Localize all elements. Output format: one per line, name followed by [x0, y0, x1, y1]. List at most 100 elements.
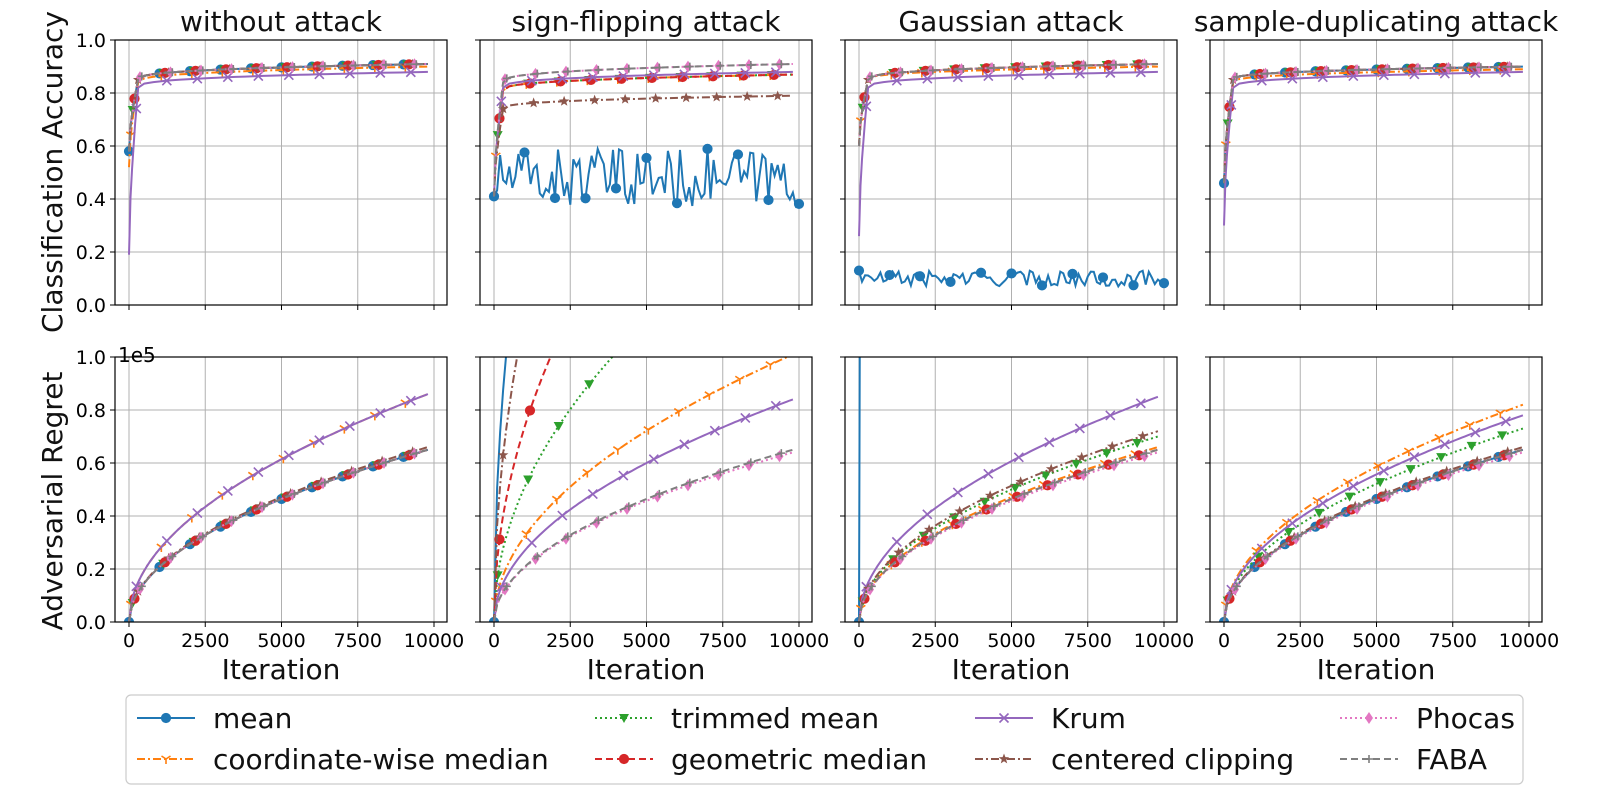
- point-faba: [1354, 502, 1363, 511]
- series-group: [488, 58, 805, 210]
- x-tick-label: 5000: [1352, 630, 1400, 652]
- point-faba: [1263, 552, 1272, 561]
- series-line-krum: [128, 70, 428, 255]
- point-krum: [618, 470, 629, 481]
- point-faba: [1142, 449, 1151, 458]
- point-krum: [770, 400, 781, 411]
- point-mean: [671, 198, 683, 209]
- point-faba: [1111, 458, 1120, 467]
- point-krum: [557, 510, 568, 521]
- point-krum: [192, 507, 203, 519]
- point-faba: [1050, 478, 1059, 487]
- series-line-faba: [128, 448, 429, 622]
- legend-item-krum: Krum: [975, 702, 1126, 735]
- point-krum: [1074, 68, 1085, 79]
- point-mean: [519, 147, 530, 158]
- axes-frame: [479, 356, 813, 623]
- point-cc: [589, 94, 600, 105]
- panels-layer: 0.0 0.2 0.4 0.6 0.8 1.0 0.0 0.2 0.4 0.6 0.8 1.0 0 250…: [76, 5, 1559, 686]
- point-tm: [1314, 508, 1325, 518]
- point-tm: [1101, 449, 1112, 459]
- point-faba: [198, 532, 207, 541]
- panel-title: sample-duplicating attack: [1194, 5, 1559, 38]
- series-line-faba: [858, 448, 1159, 622]
- series-line-cwm: [858, 65, 1158, 147]
- series-line-phocas: [1223, 65, 1523, 184]
- point-tm: [1040, 471, 1051, 481]
- legend-item-faba: FABA: [1340, 743, 1487, 776]
- point-cwm: [1464, 421, 1475, 430]
- point-mean: [610, 183, 622, 194]
- legend: mean coordinate-wise median trimmed mean ge…: [125, 694, 1524, 785]
- point-faba: [1081, 61, 1090, 70]
- point-krum: [891, 75, 902, 86]
- point-cc: [1076, 451, 1087, 462]
- series-line-cc: [1223, 65, 1523, 184]
- point-faba: [655, 63, 664, 72]
- legend-label: FABA: [1416, 743, 1487, 776]
- y-tick-label: 0.8: [76, 83, 106, 105]
- accuracy-axes-1: 0.0 0.2 0.4 0.6 0.8 1.0: [76, 30, 448, 317]
- point-cwm: [734, 375, 745, 385]
- point-cwm: [582, 468, 593, 478]
- point-faba: [594, 516, 603, 525]
- point-tm: [553, 422, 564, 432]
- legend-item-tm: trimmed mean: [595, 702, 879, 735]
- point-krum: [1317, 498, 1328, 509]
- point-cwm: [1403, 447, 1414, 457]
- point-faba: [1507, 449, 1516, 458]
- point-cc: [741, 91, 753, 101]
- series-line-cwm: [1223, 403, 1524, 622]
- point-mean: [641, 152, 652, 164]
- point-tm: [1344, 492, 1355, 502]
- point-faba: [746, 458, 755, 467]
- point-krum: [192, 73, 203, 84]
- point-cwm: [704, 391, 715, 400]
- axes-frame: [1209, 356, 1543, 623]
- point-krum: [891, 536, 902, 547]
- series-line-cwm: [128, 393, 429, 622]
- point-faba: [412, 449, 421, 458]
- series-line-krum: [128, 393, 429, 622]
- point-mean: [884, 269, 895, 281]
- legend-label: Phocas: [1416, 702, 1515, 735]
- point-gm: [524, 405, 536, 416]
- series-line-faba: [1223, 65, 1523, 184]
- point-faba: [1293, 67, 1302, 76]
- point-cc: [1380, 487, 1391, 498]
- point-faba: [1020, 489, 1029, 498]
- legend-item-cc: centered clipping: [975, 743, 1294, 776]
- series-line-tm: [128, 448, 429, 622]
- x-tick-label: 0: [1218, 630, 1230, 652]
- point-krum: [1378, 465, 1389, 476]
- series-line-cwm: [128, 65, 428, 168]
- point-cc: [1015, 476, 1026, 487]
- series-line-phocas: [128, 63, 428, 152]
- ylabel-regret: Adversarial Regret: [36, 372, 69, 631]
- accuracy-axes-4: [1205, 39, 1543, 310]
- point-krum: [1409, 451, 1420, 463]
- point-krum: [344, 68, 355, 79]
- panel-1: 0.0 0.2 0.4 0.6 0.8 1.0 0.0 0.2 0.4 0.6 0.8 1.0 0 250…: [76, 5, 464, 686]
- point-mean: [1128, 280, 1139, 291]
- point-faba: [320, 478, 329, 487]
- point-cc: [1045, 463, 1057, 474]
- point-faba: [1324, 66, 1333, 75]
- series-group: [123, 393, 429, 622]
- legend-label: geometric median: [671, 743, 927, 776]
- legend-label: coordinate-wise median: [213, 743, 549, 776]
- series-line-gm: [128, 63, 428, 152]
- point-faba: [928, 66, 937, 75]
- series-line-tm: [493, 357, 614, 622]
- x-tick-label: 7500: [334, 630, 382, 652]
- point-cwm: [521, 530, 532, 539]
- point-krum: [1135, 67, 1146, 78]
- point-faba: [1446, 468, 1455, 477]
- point-mean: [580, 193, 591, 204]
- point-faba: [1020, 63, 1029, 72]
- point-faba: [168, 68, 177, 77]
- point-faba: [1293, 532, 1302, 541]
- point-krum: [161, 535, 172, 546]
- point-cwm: [1495, 409, 1506, 419]
- point-mean: [1036, 280, 1048, 291]
